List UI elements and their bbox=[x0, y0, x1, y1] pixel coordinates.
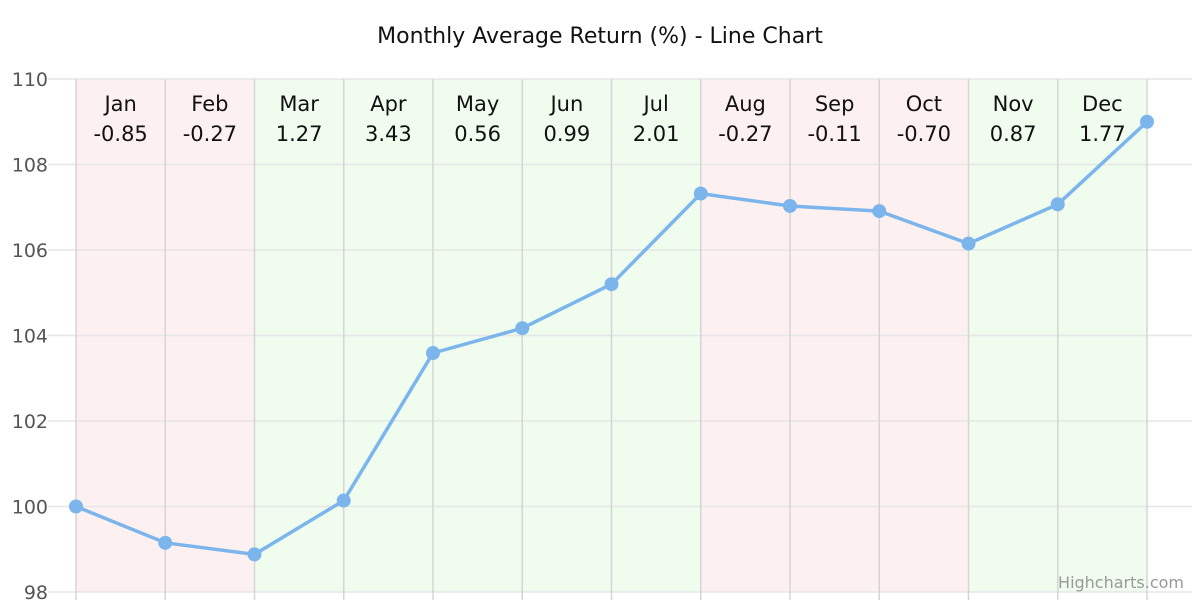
return-label: -0.11 bbox=[807, 122, 861, 146]
data-point bbox=[515, 321, 530, 336]
month-label: Mar bbox=[279, 92, 319, 116]
y-tick-label: 102 bbox=[12, 411, 48, 433]
data-point bbox=[1050, 197, 1065, 212]
data-point bbox=[69, 499, 83, 514]
return-label: 1.27 bbox=[276, 122, 323, 146]
data-point bbox=[783, 198, 797, 213]
month-label: Aug bbox=[725, 92, 766, 116]
return-label: -0.85 bbox=[93, 122, 147, 146]
return-label: 0.56 bbox=[454, 122, 501, 146]
credits-link[interactable]: Highcharts.com bbox=[1058, 573, 1184, 592]
data-point bbox=[336, 493, 351, 508]
y-tick-label: 98 bbox=[24, 582, 48, 600]
data-point bbox=[158, 535, 173, 550]
return-label: 2.01 bbox=[633, 122, 680, 146]
y-tick-label: 104 bbox=[12, 326, 48, 348]
return-label: 1.77 bbox=[1079, 122, 1126, 146]
data-point bbox=[247, 547, 262, 562]
data-point bbox=[693, 186, 708, 201]
month-label: Feb bbox=[191, 92, 228, 116]
data-point bbox=[961, 236, 976, 251]
return-label: 3.43 bbox=[365, 122, 412, 146]
month-label: May bbox=[456, 92, 499, 116]
y-tick-label: 106 bbox=[12, 240, 48, 262]
return-label: -0.27 bbox=[183, 122, 237, 146]
data-point bbox=[604, 277, 619, 292]
y-tick-label: 100 bbox=[12, 497, 48, 519]
y-tick-label: 110 bbox=[12, 69, 48, 91]
return-label: 0.99 bbox=[543, 122, 590, 146]
return-label: -0.27 bbox=[718, 122, 772, 146]
y-tick-label: 108 bbox=[12, 155, 48, 177]
month-label: Dec bbox=[1082, 92, 1123, 116]
month-label: Nov bbox=[993, 92, 1034, 116]
data-point bbox=[1140, 114, 1154, 129]
month-label: Jan bbox=[102, 92, 136, 116]
chart-title: Monthly Average Return (%) - Line Chart bbox=[377, 24, 823, 49]
month-label: Sep bbox=[815, 92, 855, 116]
month-label: Apr bbox=[370, 92, 407, 116]
data-point bbox=[426, 346, 440, 361]
month-label: Jul bbox=[641, 92, 668, 116]
return-label: 0.87 bbox=[990, 122, 1037, 146]
data-point bbox=[872, 204, 887, 219]
return-label: -0.70 bbox=[897, 122, 951, 146]
month-label: Oct bbox=[906, 92, 942, 116]
month-label: Jun bbox=[548, 92, 583, 116]
